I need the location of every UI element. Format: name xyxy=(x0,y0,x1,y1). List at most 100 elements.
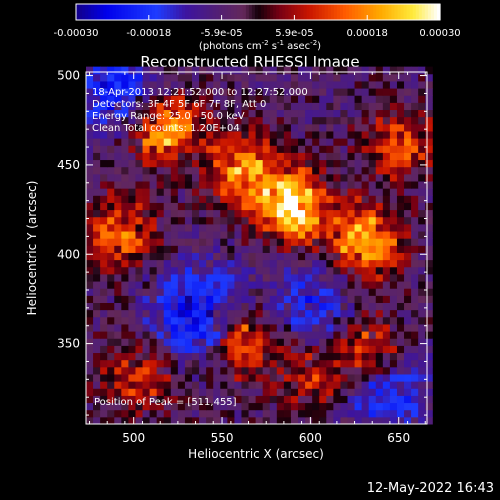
heatmap-cell xyxy=(248,359,257,368)
heatmap-cell xyxy=(411,345,419,354)
heatmap-cell xyxy=(234,281,242,289)
heatmap-cell xyxy=(347,188,356,196)
heatmap-cell xyxy=(326,266,334,275)
colorbar-segment xyxy=(167,4,171,20)
heatmap-cell xyxy=(234,338,242,346)
heatmap-cell xyxy=(340,202,348,211)
heatmap-cell xyxy=(156,188,165,196)
heatmap-cell xyxy=(389,266,398,275)
heatmap-cell xyxy=(241,331,250,339)
colorbar-segment xyxy=(76,4,80,20)
heatmap-cell xyxy=(184,359,193,368)
heatmap-cell xyxy=(283,102,292,111)
heatmap-cell xyxy=(114,359,122,368)
colorbar-segment xyxy=(264,4,268,20)
heatmap-cell xyxy=(100,173,108,182)
heatmap-cell xyxy=(354,145,363,153)
heatmap-cell xyxy=(177,259,186,268)
heatmap-cell xyxy=(213,388,221,396)
heatmap-cell xyxy=(206,323,214,332)
heatmap-cell xyxy=(248,159,257,168)
heatmap-cell xyxy=(206,331,214,339)
heatmap-cell xyxy=(389,66,398,75)
heatmap-cell xyxy=(142,252,151,261)
heatmap-cell xyxy=(192,323,200,332)
heatmap-cell xyxy=(170,259,179,268)
heatmap-cell xyxy=(319,130,327,139)
heatmap-cell xyxy=(184,295,193,303)
heatmap-cell xyxy=(206,416,214,425)
heatmap-cell xyxy=(347,331,356,339)
heatmap-cell xyxy=(305,366,313,375)
colorbar-segment xyxy=(157,4,162,20)
heatmap-cell xyxy=(312,130,320,139)
colorbar-segment xyxy=(163,4,168,20)
heatmap-cell xyxy=(199,288,207,296)
heatmap-cell xyxy=(319,252,327,261)
heatmap-cell xyxy=(411,66,419,75)
heatmap-cell xyxy=(213,116,221,125)
heatmap-cell xyxy=(135,102,144,111)
heatmap-cell xyxy=(298,266,306,275)
heatmap-cell xyxy=(93,281,101,289)
heatmap-cell xyxy=(156,195,165,203)
heatmap-cell xyxy=(333,180,341,189)
heatmap-cell xyxy=(227,281,235,289)
heatmap-cell xyxy=(305,130,313,139)
heatmap-cell xyxy=(347,180,356,189)
heatmap-cell xyxy=(135,266,144,275)
heatmap-cell xyxy=(368,316,377,325)
heatmap-cell xyxy=(312,316,320,325)
heatmap-cell xyxy=(86,238,94,246)
heatmap-cell xyxy=(121,116,129,125)
heatmap-cell xyxy=(163,231,172,239)
heatmap-cell xyxy=(241,266,250,275)
heatmap-cell xyxy=(326,130,334,139)
heatmap-cell xyxy=(100,152,108,161)
heatmap-cell xyxy=(319,288,327,296)
heatmap-cell xyxy=(163,209,172,218)
heatmap-cell xyxy=(121,223,129,232)
heatmap-cell xyxy=(389,323,398,332)
heatmap-cell xyxy=(135,359,144,368)
heatmap-cell xyxy=(319,273,327,282)
heatmap-cell xyxy=(389,245,398,253)
heatmap-cell xyxy=(142,402,151,411)
heatmap-cell xyxy=(269,209,278,218)
heatmap-cell xyxy=(262,395,271,404)
heatmap-cell xyxy=(269,323,278,332)
heatmap-cell xyxy=(262,231,271,239)
heatmap-cell xyxy=(177,338,186,346)
heatmap-cell xyxy=(128,359,136,368)
heatmap-cell xyxy=(425,309,433,318)
heatmap-cell xyxy=(206,188,214,196)
heatmap-cell xyxy=(93,273,101,282)
heatmap-cell xyxy=(319,409,327,418)
heatmap-cell xyxy=(255,180,264,189)
heatmap-cell xyxy=(142,166,151,175)
heatmap-cell xyxy=(93,331,101,339)
heatmap-cell xyxy=(128,180,136,189)
heatmap-cell xyxy=(340,416,348,425)
heatmap-cell xyxy=(312,180,320,189)
heatmap-cell xyxy=(199,216,207,225)
heatmap-cell xyxy=(396,123,405,132)
heatmap-cell xyxy=(276,152,285,161)
heatmap-cell xyxy=(298,216,306,225)
heatmap-cell xyxy=(312,223,320,232)
heatmap-cell xyxy=(298,130,306,139)
heatmap-cell xyxy=(283,338,292,346)
heatmap-cell xyxy=(248,245,257,253)
heatmap-cell xyxy=(177,409,186,418)
heatmap-cell xyxy=(241,80,250,89)
heatmap-cell xyxy=(340,331,348,339)
colorbar-segment xyxy=(285,4,289,20)
heatmap-cell xyxy=(192,395,200,404)
colorbar-segment xyxy=(130,4,135,20)
heatmap-cell xyxy=(93,352,101,361)
heatmap-cell xyxy=(396,166,405,175)
heatmap-cell xyxy=(114,316,122,325)
heatmap-cell xyxy=(114,159,122,168)
heatmap-cell xyxy=(234,80,242,89)
heatmap-cell xyxy=(354,130,363,139)
